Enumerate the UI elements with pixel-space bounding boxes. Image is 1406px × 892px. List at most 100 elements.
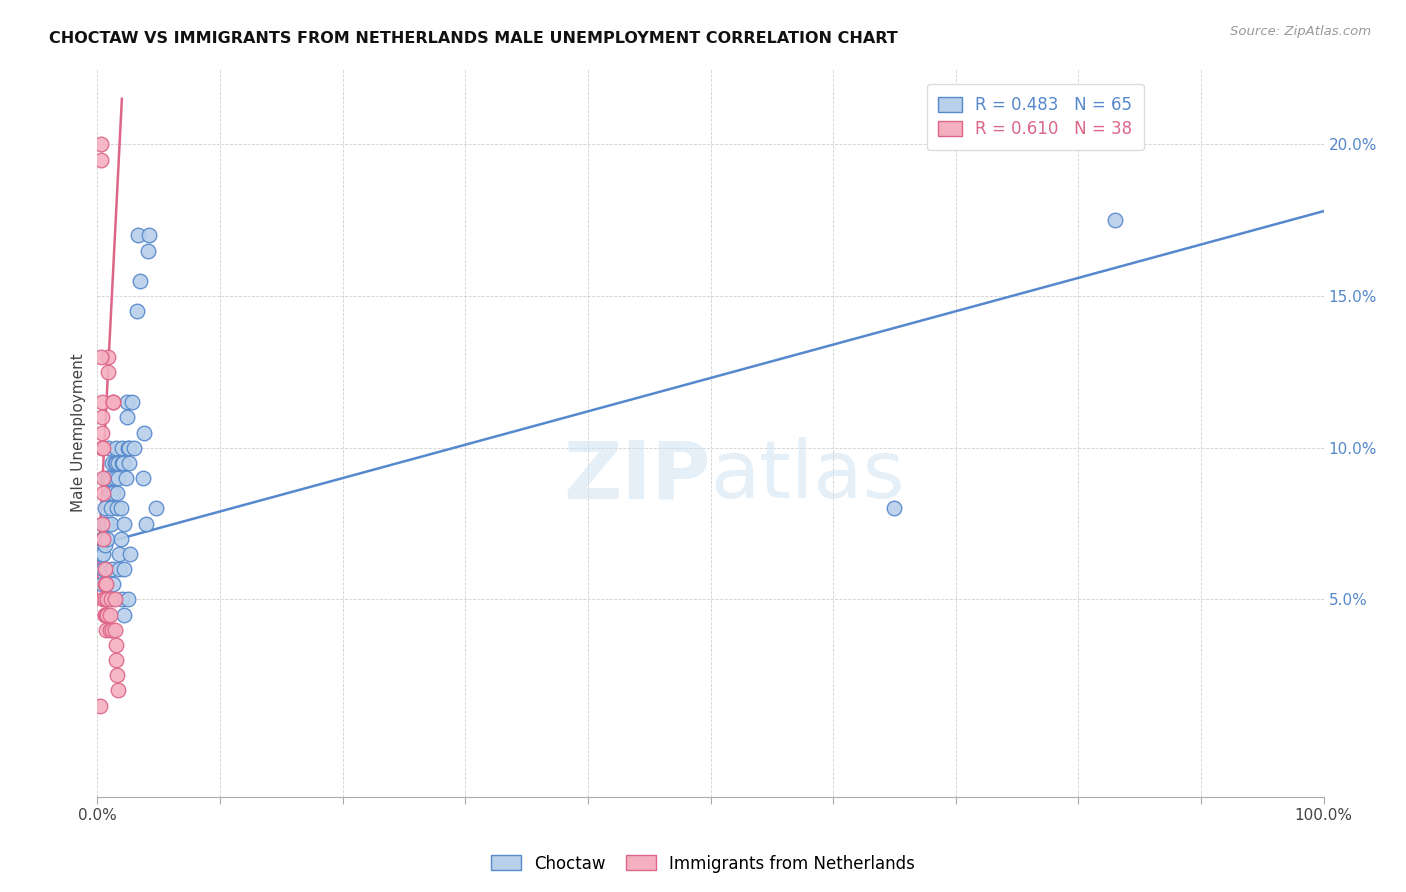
Point: [103, 486, 125, 500]
Point: [115, 410, 138, 425]
Legend: R = 0.483   N = 65, R = 0.610   N = 38: R = 0.483 N = 65, R = 0.610 N = 38: [927, 84, 1143, 150]
Point: [91, 410, 114, 425]
Point: [105, 486, 128, 500]
Point: [111, 441, 134, 455]
Point: [94, 471, 117, 485]
Point: [104, 441, 127, 455]
Point: [132, 471, 155, 485]
Point: [93, 547, 115, 561]
Point: [883, 501, 905, 516]
Point: [108, 547, 131, 561]
Point: [118, 441, 141, 455]
Point: [114, 471, 136, 485]
Point: [1104, 213, 1126, 227]
Text: ZIP: ZIP: [564, 437, 710, 516]
Point: [90, 350, 112, 364]
Point: [107, 683, 129, 698]
Point: [111, 592, 134, 607]
Point: [90, 547, 112, 561]
Point: [93, 607, 115, 622]
Point: [104, 653, 127, 667]
Point: [94, 607, 117, 622]
Point: [101, 623, 124, 637]
Point: [93, 532, 115, 546]
Point: [103, 592, 125, 607]
Point: [103, 471, 125, 485]
Point: [93, 516, 115, 531]
Point: [98, 486, 121, 500]
Point: [90, 137, 112, 152]
Point: [104, 456, 127, 470]
Point: [91, 577, 114, 591]
Point: [91, 516, 114, 531]
Point: [91, 395, 114, 409]
Point: [129, 274, 152, 288]
Point: [125, 304, 148, 318]
Point: [118, 456, 141, 470]
Point: [108, 562, 131, 576]
Point: [96, 607, 118, 622]
Point: [105, 501, 128, 516]
Point: [122, 441, 145, 455]
Point: [98, 623, 121, 637]
Point: [103, 623, 125, 637]
Legend: Choctaw, Immigrants from Netherlands: Choctaw, Immigrants from Netherlands: [484, 848, 922, 880]
Point: [103, 395, 125, 409]
Point: [93, 471, 115, 485]
Point: [96, 592, 118, 607]
Point: [90, 153, 112, 167]
Point: [94, 562, 117, 576]
Point: [121, 395, 143, 409]
Point: [97, 471, 120, 485]
Point: [117, 441, 139, 455]
Point: [101, 562, 124, 576]
Point: [132, 425, 155, 440]
Point: [120, 547, 142, 561]
Point: [89, 698, 111, 713]
Point: [93, 538, 115, 552]
Point: [94, 577, 117, 591]
Point: [93, 607, 115, 622]
Point: [93, 441, 115, 455]
Point: [100, 592, 122, 607]
Text: atlas: atlas: [710, 437, 905, 516]
Text: Source: ZipAtlas.com: Source: ZipAtlas.com: [1230, 25, 1371, 38]
Point: [112, 516, 135, 531]
Point: [145, 501, 167, 516]
Point: [103, 577, 125, 591]
Point: [97, 350, 120, 364]
Point: [93, 592, 115, 607]
Point: [117, 592, 139, 607]
Point: [93, 592, 115, 607]
Point: [98, 607, 121, 622]
Point: [97, 441, 120, 455]
Point: [93, 501, 115, 516]
Point: [100, 516, 122, 531]
Point: [93, 516, 115, 531]
Point: [98, 471, 121, 485]
Point: [96, 532, 118, 546]
Point: [111, 456, 134, 470]
Point: [103, 395, 125, 409]
Point: [100, 501, 122, 516]
Point: [93, 562, 115, 576]
Point: [127, 228, 149, 243]
Point: [138, 228, 160, 243]
Text: CHOCTAW VS IMMIGRANTS FROM NETHERLANDS MALE UNEMPLOYMENT CORRELATION CHART: CHOCTAW VS IMMIGRANTS FROM NETHERLANDS M…: [49, 31, 898, 46]
Point: [112, 456, 135, 470]
Point: [115, 395, 138, 409]
Point: [104, 638, 127, 652]
Point: [103, 456, 125, 470]
Y-axis label: Male Unemployment: Male Unemployment: [72, 353, 86, 512]
Point: [91, 425, 114, 440]
Point: [93, 577, 115, 591]
Point: [93, 562, 115, 576]
Point: [107, 471, 129, 485]
Point: [97, 365, 120, 379]
Point: [112, 456, 135, 470]
Point: [112, 562, 135, 576]
Point: [110, 532, 132, 546]
Point: [91, 532, 114, 546]
Point: [107, 456, 129, 470]
Point: [105, 668, 128, 682]
